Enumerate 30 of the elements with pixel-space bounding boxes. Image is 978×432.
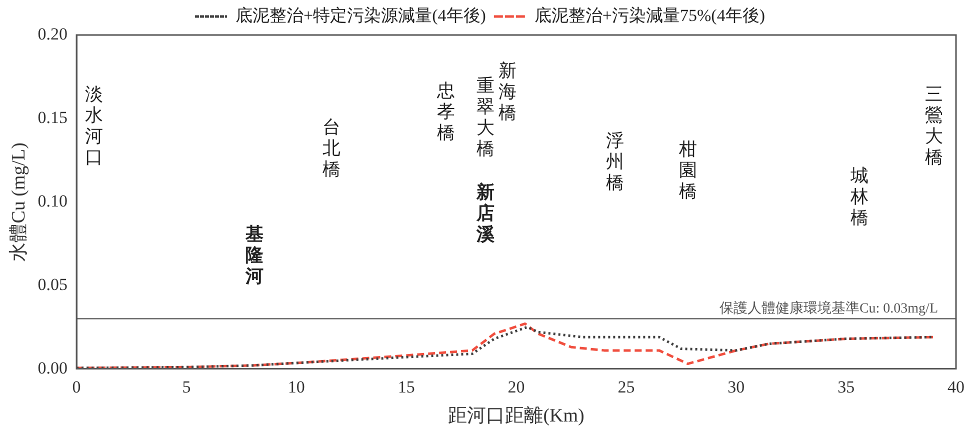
annotation: 新海橋 bbox=[498, 60, 516, 122]
annotation: 柑園橋 bbox=[678, 138, 697, 201]
annotation: 三鶯大橋 bbox=[925, 84, 944, 167]
x-axis-title: 距河口距離(Km) bbox=[448, 406, 584, 427]
legend-label: 底泥整治+特定污染源減量(4年後) bbox=[236, 6, 486, 25]
annotation: 忠孝橋 bbox=[436, 80, 455, 142]
y-axis-title: 水體Cu (mg/L) bbox=[8, 142, 30, 262]
y-tick-label: 0.20 bbox=[38, 24, 68, 44]
legend-label: 底泥整治+污染減量75%(4年後) bbox=[534, 6, 765, 25]
x-tick-label: 0 bbox=[72, 377, 81, 396]
annotation: 淡水河口 bbox=[85, 84, 104, 167]
annotation: 台北橋 bbox=[322, 117, 341, 180]
ref-line-label: 保護人體健康環境基準Cu: 0.03mg/L bbox=[719, 300, 938, 316]
y-tick-label: 0.05 bbox=[38, 274, 68, 294]
x-tick-label: 10 bbox=[288, 377, 305, 396]
x-tick-label: 5 bbox=[182, 377, 191, 396]
annotation: 基隆河 bbox=[244, 224, 264, 286]
x-tick-label: 30 bbox=[728, 377, 745, 396]
x-tick-label: 15 bbox=[398, 377, 415, 396]
x-tick-label: 25 bbox=[618, 377, 635, 396]
x-tick-label: 20 bbox=[508, 377, 525, 396]
y-tick-label: 0.15 bbox=[38, 108, 68, 127]
annotation: 重翠大橋 bbox=[476, 75, 494, 158]
annotation: 新店溪 bbox=[475, 182, 496, 244]
y-tick-label: 0.00 bbox=[38, 358, 68, 378]
y-tick-label: 0.10 bbox=[38, 191, 68, 210]
annotation: 城林橋 bbox=[849, 166, 868, 228]
x-tick-label: 35 bbox=[838, 377, 855, 396]
x-tick-label: 40 bbox=[948, 377, 964, 396]
annotation: 浮州橋 bbox=[606, 130, 624, 193]
